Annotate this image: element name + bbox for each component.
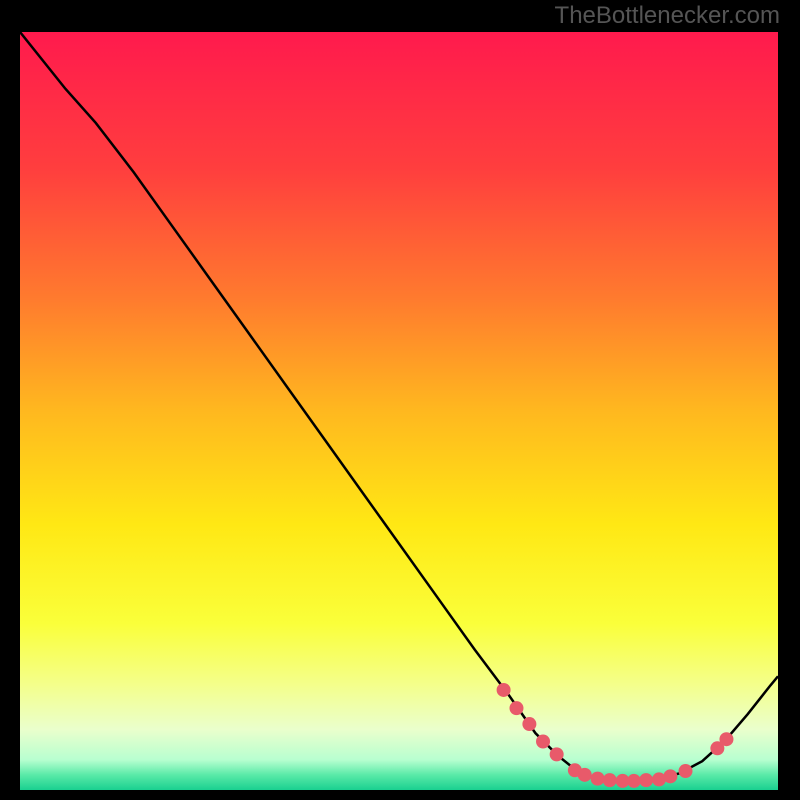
- curve-marker: [719, 732, 733, 746]
- curve-marker: [627, 774, 641, 788]
- curve-marker: [522, 717, 536, 731]
- curve-marker: [550, 747, 564, 761]
- curve-markers: [497, 683, 734, 788]
- chart-overlay: [20, 32, 778, 790]
- bottleneck-curve: [20, 32, 778, 781]
- curve-marker: [663, 769, 677, 783]
- curve-marker: [591, 772, 605, 786]
- curve-marker: [497, 683, 511, 697]
- bottleneck-chart: [20, 32, 778, 790]
- curve-marker: [679, 764, 693, 778]
- watermark-text: TheBottlenecker.com: [555, 2, 780, 30]
- curve-marker: [578, 768, 592, 782]
- curve-marker: [639, 773, 653, 787]
- curve-marker: [603, 773, 617, 787]
- curve-marker: [536, 734, 550, 748]
- curve-marker: [509, 701, 523, 715]
